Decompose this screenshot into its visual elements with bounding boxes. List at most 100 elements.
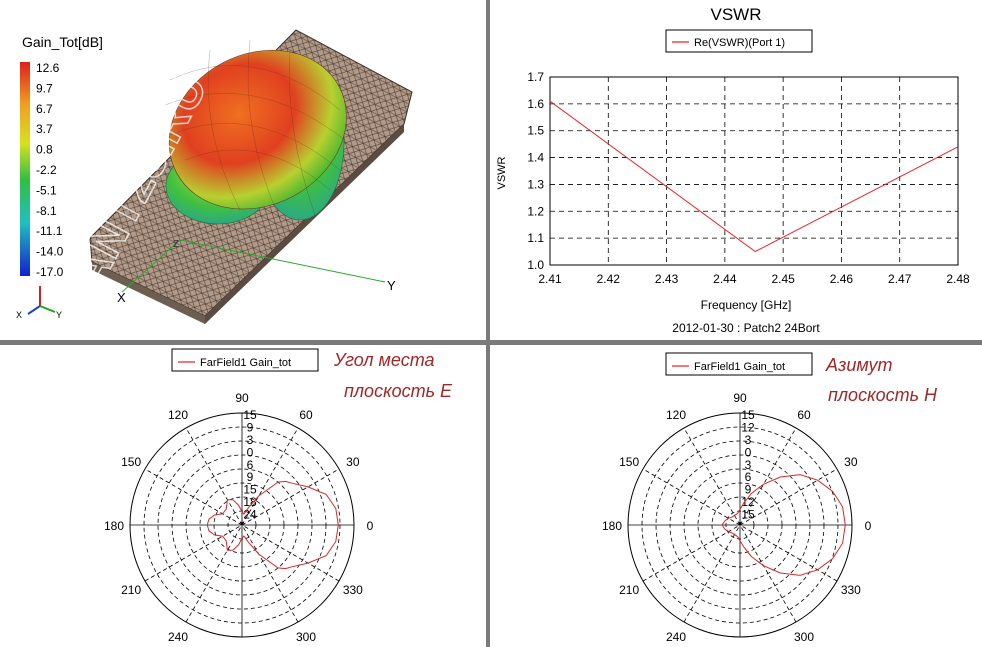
vswr-legend-box [665,29,813,53]
polar-e-center-mark: * [240,518,245,532]
svg-text:Y: Y [56,310,62,320]
polar-h-angle-label: 90 [733,391,747,405]
y-axis-label: Y [387,278,396,293]
polar-e-radial-label: 18 [243,495,257,509]
scale-label: -11.1 [36,224,63,238]
polar-e-pattern-line [206,480,339,570]
board-side [205,124,404,324]
polar-e-angle-label: 60 [299,408,313,422]
polar-e-spoke [144,468,340,582]
scale-label: -8.1 [36,204,57,218]
scale-label: 9.7 [36,81,53,95]
scale-label: 12.6 [36,61,60,75]
polar-h-radial-label: 3 [745,458,752,472]
polar-h-angle-label: 30 [844,455,858,469]
vswr-series-line [549,100,959,253]
polar-e-angle-label: 90 [235,391,249,405]
vswr-title: VSWR [711,5,762,24]
vswr-y-tick: 1.2 [527,204,544,218]
polar-e-angle-label: 30 [346,455,360,469]
vswr-y-tick: 1.0 [527,258,544,272]
color-scale-bar [20,62,30,276]
vswr-legend-label: Re(VSWR)(Port 1) [694,37,785,49]
vswr-x-tick: 2.42 [597,272,621,286]
polar-e-angle-label: 150 [121,455,141,469]
polar-h-pattern-line [721,474,846,576]
scale-label: 3.7 [36,122,53,136]
polar-h-radial-label: 3 [745,433,752,447]
y-axis-line [179,239,386,283]
polar-e-radial-label: 24 [243,508,257,522]
polar-e-radial-label: 3 [247,433,254,447]
polar-e-angle-label: 120 [168,408,188,422]
polar-e-radial-label: 9 [247,420,254,434]
horizontal-divider [0,340,982,345]
polar-h-radial-label: 6 [745,470,752,484]
vswr-y-tick: 1.4 [527,151,544,165]
polar-e-radial-label: 15 [243,483,257,497]
vswr-panel: VSWR Re(VSWR)(Port 1) VSWR Frequency [GH… [490,0,982,340]
axis-triad: X Y [16,286,62,320]
polar-h-radial-label: 0 [745,445,752,459]
main-lobe [168,49,347,210]
vswr-x-tick: 2.43 [655,272,679,286]
polar-e-angle-label: 180 [104,519,124,533]
vswr-x-tick: 2.45 [771,272,795,286]
polar-h-legend-label: FarField1 Gain_tot [694,361,785,373]
vertical-divider [486,0,490,647]
polar-e-note-1: Угол места [333,350,435,370]
polar-h-angle-label: 150 [619,455,639,469]
polar-h-angle-label: 210 [619,583,639,597]
scale-label: 6.7 [36,102,53,116]
vswr-y-tick: 1.1 [527,231,544,245]
polar-e-radial-label: 0 [247,445,254,459]
polar-h-radial-label: 12 [741,420,755,434]
vswr-x-tick: 2.46 [830,272,854,286]
polar-h-angle-label: 180 [602,519,622,533]
polar-h-radial-label: 12 [741,495,755,509]
vswr-x-label: Frequency [GHz] [701,298,792,312]
scale-label: -17.0 [36,265,64,279]
polar-h-angle-label: 120 [666,408,686,422]
polar-h-angle-label: 330 [841,583,861,597]
polar-h-legend-box [665,352,813,376]
polar-e-angle-label: 0 [367,519,374,533]
lobe-mesh-lines [164,39,346,221]
polar-e-angle-label: 210 [121,583,141,597]
polar-e-radial-label: 9 [247,470,254,484]
polar-e-legend-label: FarField1 Gain_tot [200,357,291,369]
vswr-y-tick: 1.3 [527,177,544,191]
polar-e-note-2: плоскость Е [344,381,453,401]
polar-h-note-1: Азимут [825,355,893,375]
vswr-footer: 2012-01-30 : Patch2 24Bort [672,321,820,335]
polar-h-radial-label: 15 [741,408,755,422]
polar-e-legend-box [171,348,319,372]
vswr-chart: VSWR Re(VSWR)(Port 1) VSWR Frequency [GH… [496,5,970,335]
vswr-y-tick: 1.5 [527,124,544,138]
vswr-x-tick: 2.44 [713,272,737,286]
vswr-y-label: VSWR [496,156,508,189]
polar-e-panel: FarField1 Gain_tot Угол места плоскость … [0,345,486,647]
scale-label: -5.1 [36,183,57,197]
polar-h-angle-label: 240 [666,630,686,644]
vswr-y-tick: 1.6 [527,97,544,111]
vswr-x-tick: 2.47 [888,272,912,286]
polar-e-angle-label: 240 [168,630,188,644]
x-axis-line [121,239,181,293]
vswr-y-tick: 1.7 [527,70,544,84]
vswr-plot-area [549,76,959,266]
scale-title: Gain_Tot[dB] [22,34,103,50]
polar-h-angle-label: 0 [865,519,872,533]
polar-h-chart: FarField1 Gain_tot Азимут плоскость Н 90… [602,352,938,644]
polar-h-radial-label: 9 [745,483,752,497]
polar-h-center-mark: * [738,518,743,532]
gain-3d-panel: Gain_Tot[dB] 12.6 9.7 6.7 3.7 0.8 -2.2 -5.1 -8.… [0,0,486,340]
polar-h-radial-label: 15 [741,508,755,522]
gain-3d-view: Gain_Tot[dB] 12.6 9.7 6.7 3.7 0.8 -2.2 -5.1 -8.… [16,29,413,324]
polar-h-angle-label: 60 [797,408,811,422]
polar-e-chart: FarField1 Gain_tot Угол места плоскость … [104,348,453,644]
board-edge [92,262,205,324]
x-axis-label: X [117,290,126,305]
polar-h-panel: FarField1 Gain_tot Азимут плоскость Н 90… [490,345,982,647]
scale-label: -14.0 [36,245,64,259]
